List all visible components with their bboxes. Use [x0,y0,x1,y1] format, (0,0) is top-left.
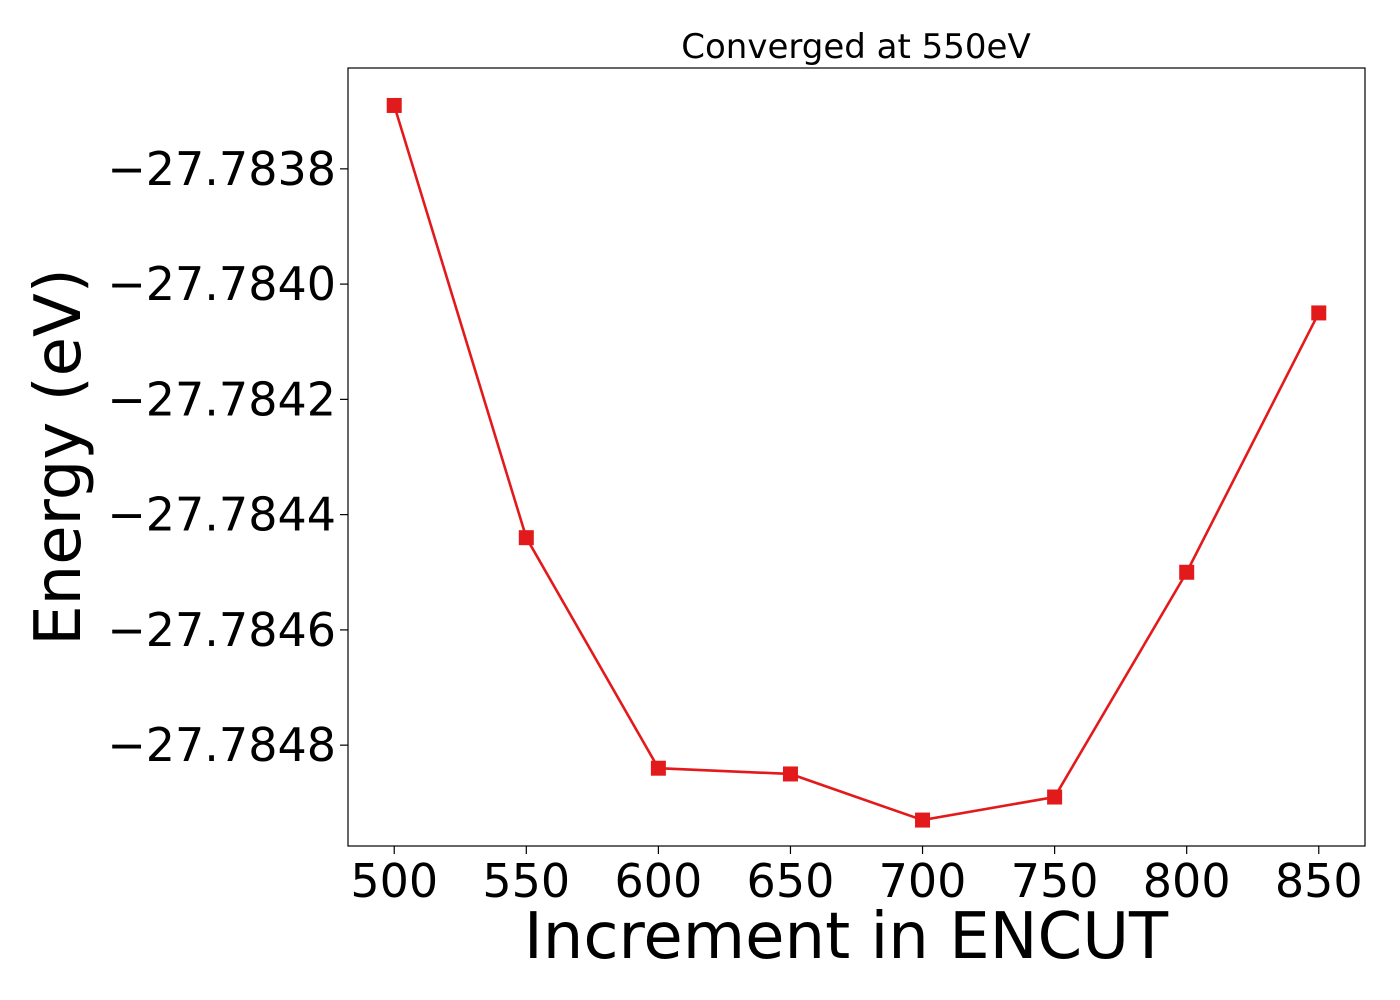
y-tick-label: −27.7842 [107,372,336,426]
y-axis-ticks: −27.7838 −27.7840 −27.7842 −27.7844 −27.7846… [107,142,348,772]
x-tick-label: 500 [350,854,438,908]
chart-title: Converged at 550eV [681,27,1030,67]
x-axis-ticks: 500 550 600 650 700 750 800 850 [350,846,1363,908]
data-point-550 [518,530,534,546]
data-point-800 [1179,564,1195,580]
x-tick-label: 550 [482,854,570,908]
x-tick-label: 850 [1275,854,1363,908]
x-axis-label: Increment in ENCUT [524,900,1169,974]
data-point-500 [386,97,402,113]
x-tick-label: 600 [614,854,702,908]
plot-frame [347,67,1366,847]
series-line [392,105,1320,822]
x-tick-label: 650 [747,854,835,908]
x-tick-label: 750 [1011,854,1099,908]
y-tick-label: −27.7840 [107,257,336,311]
data-point-600 [650,760,666,776]
x-tick-label: 700 [879,854,967,908]
x-tick-label: 800 [1143,854,1231,908]
data-point-650 [782,766,798,782]
y-tick-label: −27.7848 [107,718,336,772]
y-tick-label: −27.7846 [107,603,336,657]
data-point-700 [915,812,931,828]
series-layer [386,97,1327,828]
data-point-850 [1311,305,1327,321]
data-point-750 [1047,789,1063,805]
y-tick-label: −27.7844 [107,488,336,542]
y-axis-label: Energy (eV) [22,268,96,646]
y-tick-label: −27.7838 [107,142,336,196]
